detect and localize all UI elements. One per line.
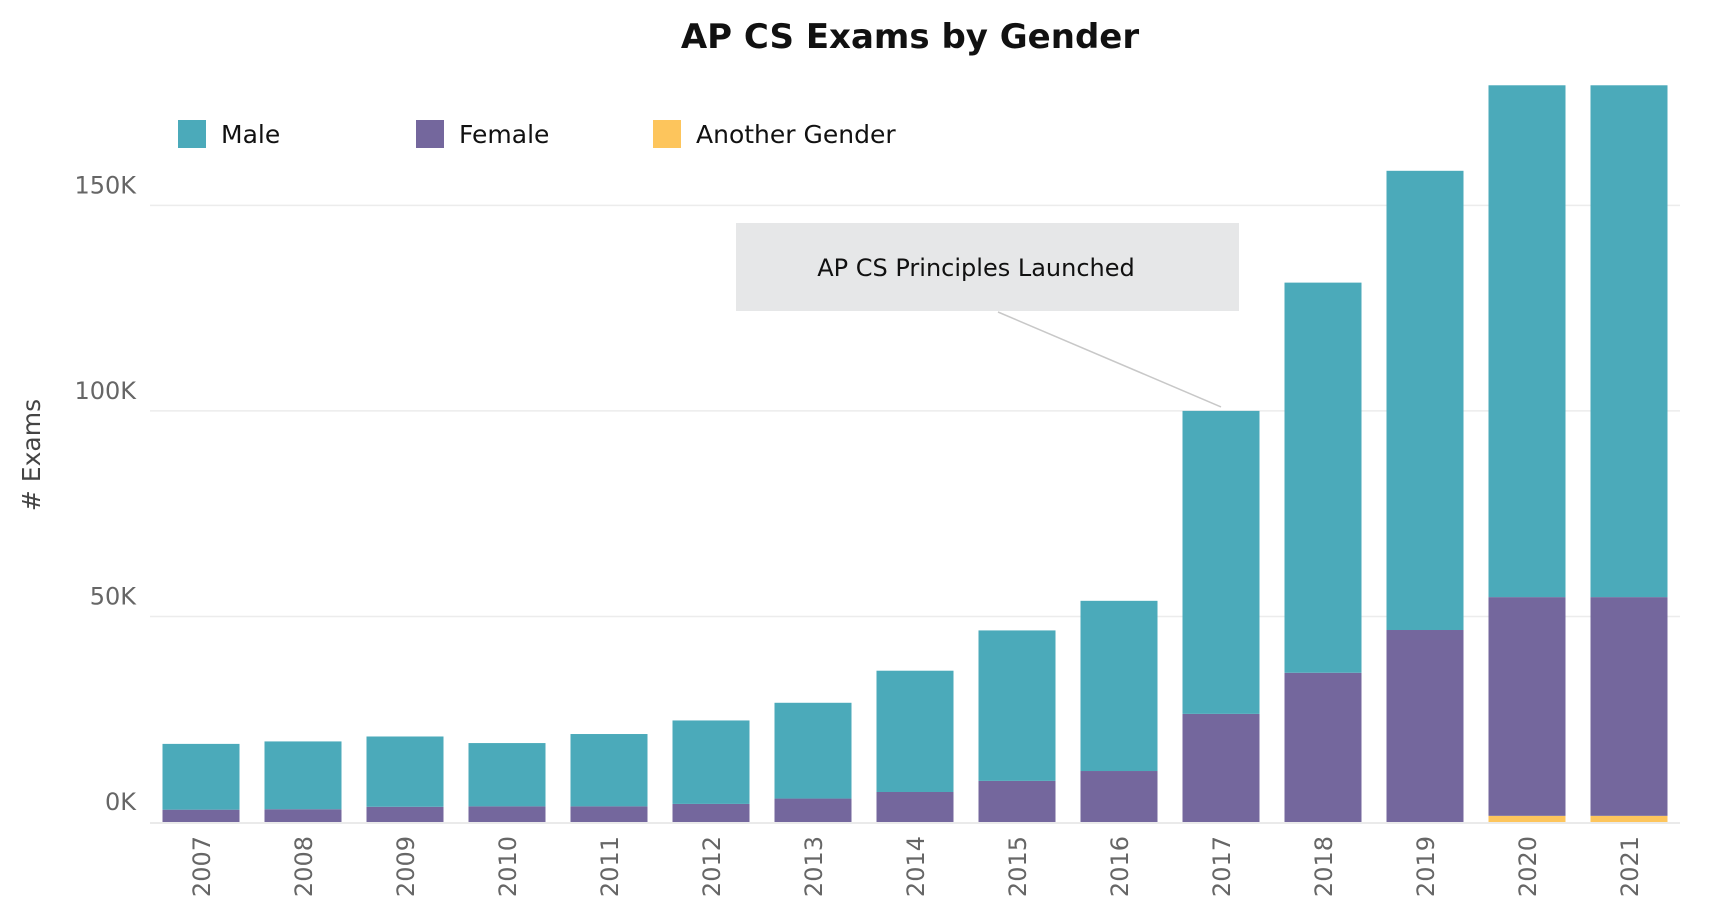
annotation-box <box>736 223 1239 311</box>
y-tick-label: 100K <box>74 377 137 405</box>
legend-swatch-male <box>178 120 206 148</box>
bar-male-2007 <box>162 743 240 810</box>
x-tick-label: 2016 <box>1106 836 1134 897</box>
x-tick-label: 2019 <box>1412 836 1440 897</box>
bar-female-2009 <box>366 806 444 822</box>
bar-male-2014 <box>876 670 954 792</box>
x-tick-label: 2007 <box>188 836 216 897</box>
bar-male-2016 <box>1080 600 1158 772</box>
x-tick-label: 2018 <box>1310 836 1338 897</box>
y-tick-label: 150K <box>74 171 137 199</box>
bar-female-2007 <box>162 809 240 822</box>
bar-male-2012 <box>672 720 750 804</box>
x-tick-label: 2011 <box>596 836 624 897</box>
bar-female-2020 <box>1488 597 1566 816</box>
bar-female-2010 <box>468 806 546 822</box>
bar-another-gender-2021 <box>1590 815 1668 822</box>
legend-label: Female <box>459 120 549 149</box>
bar-female-2011 <box>570 806 648 822</box>
bar-female-2019 <box>1386 630 1464 822</box>
x-tick-label: 2010 <box>494 836 522 897</box>
bar-another-gender-2020 <box>1488 815 1566 822</box>
x-tick-label: 2012 <box>698 836 726 897</box>
bar-female-2016 <box>1080 771 1158 822</box>
bar-female-2014 <box>876 791 954 822</box>
bar-female-2018 <box>1284 672 1362 822</box>
bars <box>162 85 1668 822</box>
bar-male-2021 <box>1590 85 1668 598</box>
bar-male-2018 <box>1284 282 1362 673</box>
bar-male-2015 <box>978 630 1056 781</box>
legend: Male Female Another Gender <box>178 120 896 149</box>
bar-male-2019 <box>1386 170 1464 631</box>
annotation-leader-line <box>997 311 1222 408</box>
bar-male-2011 <box>570 734 648 807</box>
x-tick-label: 2020 <box>1514 836 1542 897</box>
bar-male-2013 <box>774 702 852 799</box>
bar-male-2017 <box>1182 410 1260 714</box>
annotation-label: AP CS Principles Launched <box>817 254 1135 282</box>
x-tick-label: 2009 <box>392 836 420 897</box>
x-tick-label: 2017 <box>1208 836 1236 897</box>
legend-swatch-another-gender <box>653 120 681 148</box>
x-tick-label: 2015 <box>1004 836 1032 897</box>
y-tick-label: 50K <box>90 582 138 610</box>
bar-male-2009 <box>366 736 444 807</box>
chart-title: AP CS Exams by Gender <box>681 17 1139 57</box>
bar-female-2008 <box>264 809 342 822</box>
legend-label: Another Gender <box>696 120 896 149</box>
x-tick-label: 2014 <box>902 836 930 897</box>
x-tick-label: 2021 <box>1616 836 1644 897</box>
bar-female-2021 <box>1590 597 1668 816</box>
x-tick-label: 2013 <box>800 836 828 897</box>
x-tick-label: 2008 <box>290 836 318 897</box>
y-axis-label: # Exams <box>17 399 46 511</box>
bar-female-2013 <box>774 798 852 822</box>
y-tick-label: 0K <box>105 788 137 816</box>
legend-swatch-female <box>416 120 444 148</box>
bar-male-2008 <box>264 741 342 810</box>
bar-female-2017 <box>1182 713 1260 822</box>
bar-female-2012 <box>672 803 750 822</box>
x-axis-ticks: 2007 2008 2009 2010 2011 2012 2013 2014 2015 2016… <box>188 836 1644 897</box>
bar-male-2020 <box>1488 85 1566 598</box>
legend-label: Male <box>221 120 280 149</box>
bar-female-2015 <box>978 780 1056 822</box>
y-axis-ticks: 0K 50K 100K 150K <box>74 171 137 816</box>
annotation: AP CS Principles Launched <box>736 223 1239 408</box>
bar-male-2010 <box>468 743 546 807</box>
